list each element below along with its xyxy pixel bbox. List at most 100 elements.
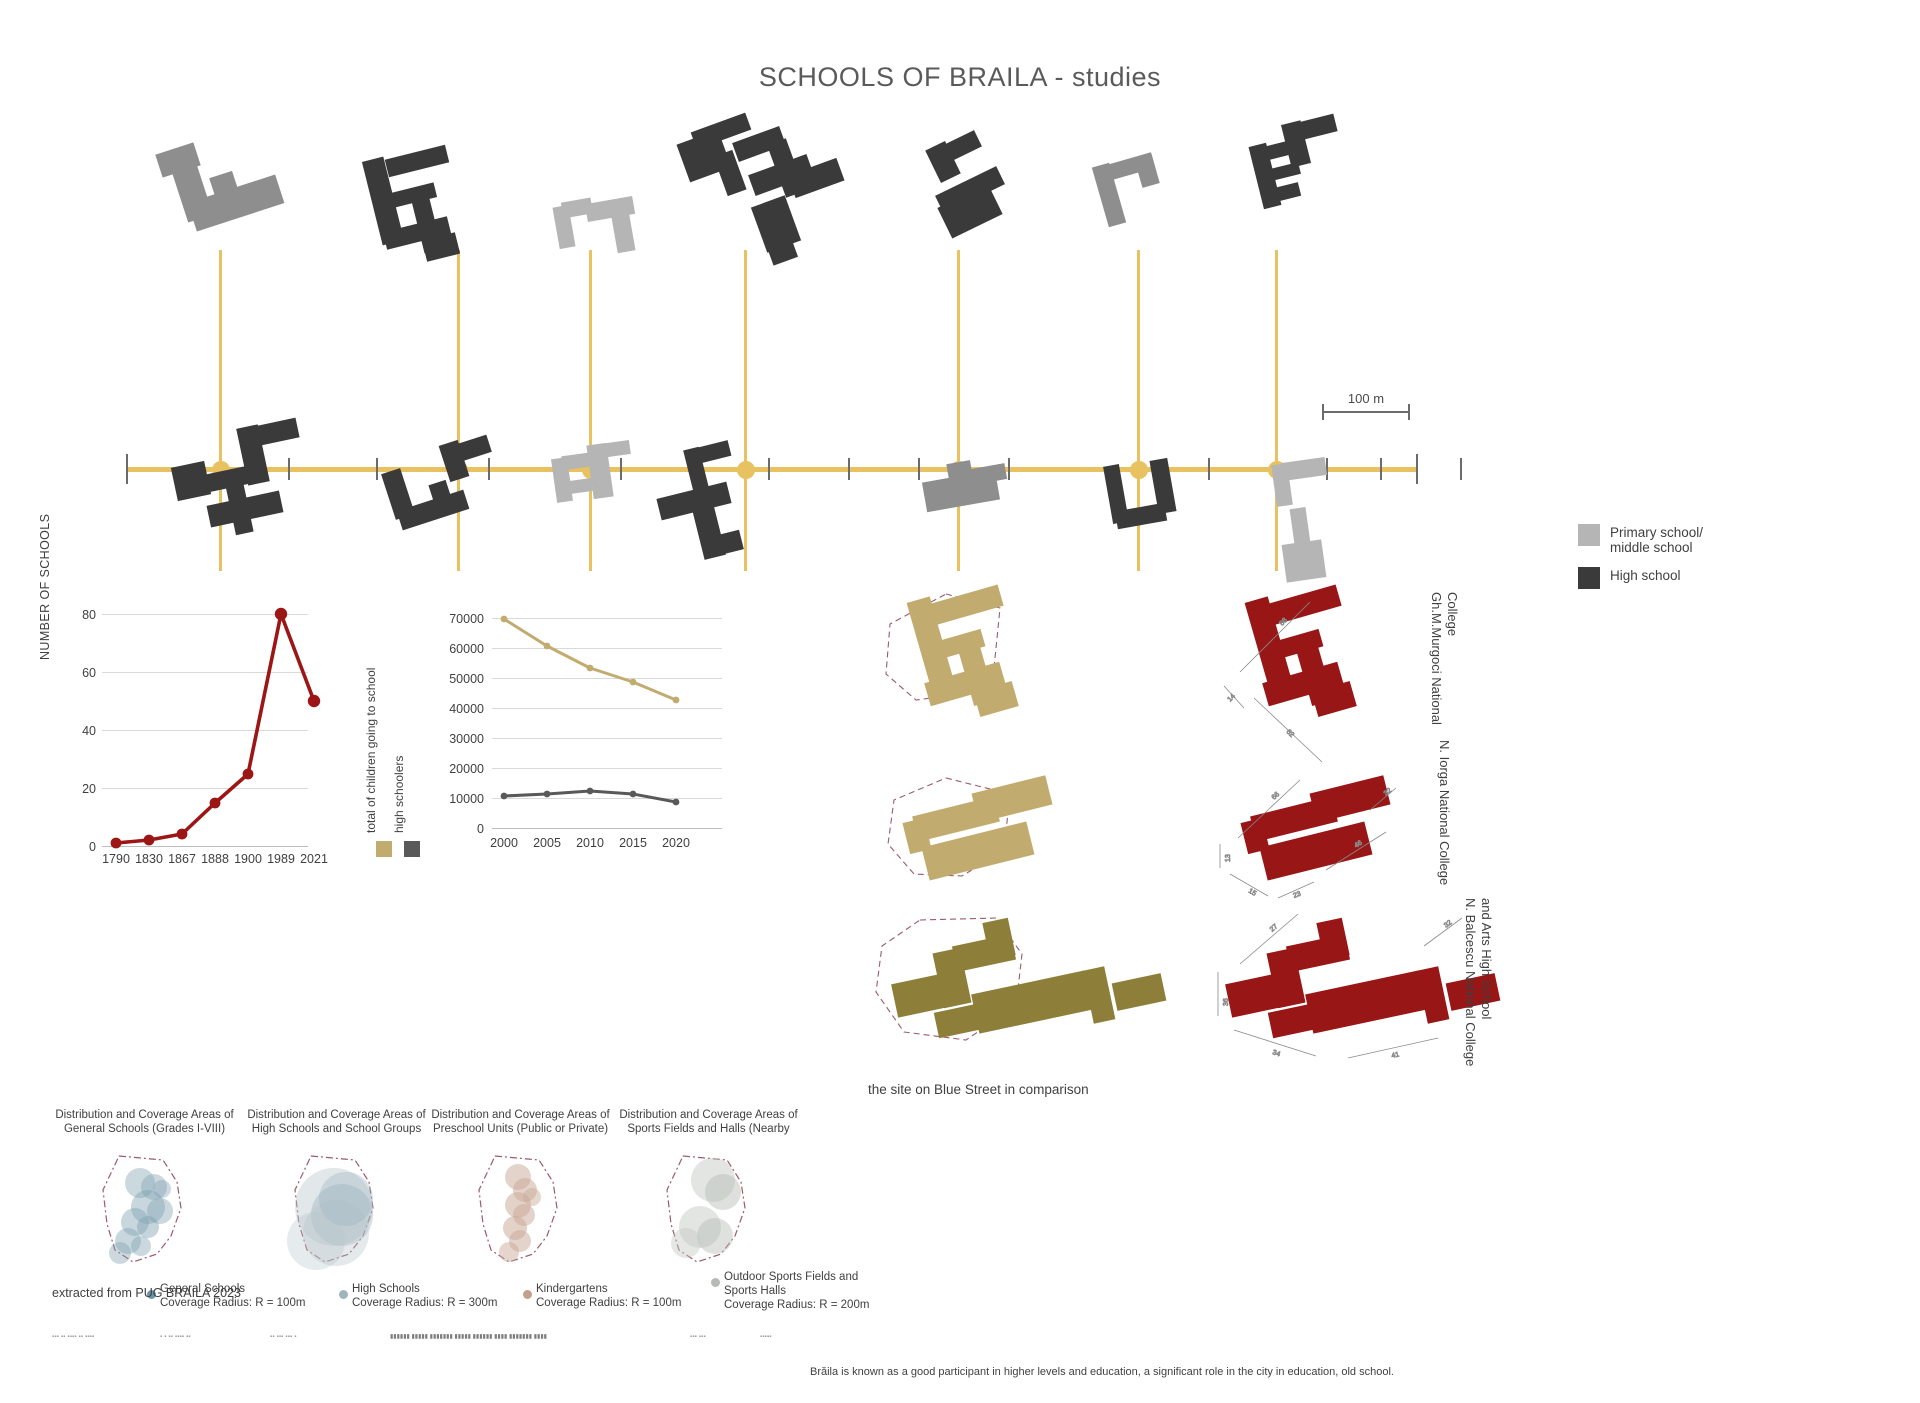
timeline-stem [1275,471,1278,571]
legend-item-high-school: High school [1578,567,1878,589]
dimension-label: 32 [1383,787,1394,797]
chart2-legend-label-high-schoolers: high schoolers [392,755,406,833]
building-footprint-top-4 [672,112,852,288]
chart2-ytick-60000: 60000 [449,642,484,656]
city-boundary-outline-icon [293,1155,374,1263]
coverage-blob [522,1188,541,1206]
minimap-legend-dot-kindergartens [523,1290,532,1299]
dimension-lines-row-3: 27 36 34 41 32 [1217,913,1463,1060]
chart1-xtick: 1900 [234,852,262,866]
chart1-gridline [102,614,308,615]
minimap-sports-fields: Distribution and Coverage Areas of Sports… [616,1108,869,1311]
building-footprint-top-3 [552,195,638,268]
dimension-label: 13 [1225,854,1232,862]
timeline-tick [768,458,770,480]
timeline-legend: Primary school/middle school High school [1578,524,1878,601]
chart1-ytick-0: 0 [89,840,96,854]
scale-bar: 100 m [1322,391,1410,421]
building-footprint-bottom-2 [381,434,502,550]
building-footprint-bottom-5 [916,450,1026,536]
chart2-ytick-40000: 40000 [449,702,484,716]
chart2-gridline [492,678,722,679]
school-name-murgoci-line2: College [1445,592,1460,637]
chart2-ytick-0: 0 [477,822,484,836]
minimap-preschool-units: Distribution and Coverage Areas of Presch… [428,1108,681,1309]
chart2-ytick-70000: 70000 [449,612,484,626]
timeline-stem [457,250,460,469]
footer-tiny-text: ▪▪ ▪▪▪ ▪▪▪ ▪ [270,1334,297,1340]
chart2-legend-item-total-children: total of children going to school [364,668,392,857]
chart2-x-axis [492,828,722,829]
school-name-murgoci: Gh.M.Murgoci National [1429,592,1444,725]
timeline-tick [1208,458,1210,480]
minimap-legend-sports-fields: Outdoor Sports Fields and Sports Halls Cov… [724,1271,870,1311]
coverage-blob [498,1242,519,1262]
timeline-tick [1460,458,1462,480]
coverage-blob [152,1180,171,1198]
building-footprint-top-6 [1090,150,1194,250]
chart2-xtick: 2005 [533,836,561,850]
coverage-blob [124,1168,155,1198]
chart1-xtick: 1989 [267,852,295,866]
chart2-gridline [492,708,722,709]
minimap-legend-high-schools: High Schools Coverage Radius: R = 300m [352,1283,498,1309]
chart1-series-line [110,607,321,849]
chart2-ytick-30000: 30000 [449,732,484,746]
footer-tiny-text: ▪▪▪ ▪▪▪ [690,1334,706,1340]
building-footprint-top-7 [1240,113,1352,248]
timeline-tick [620,458,622,480]
chart2-gridline [492,798,722,799]
chart2-xtick: 2020 [662,836,690,850]
chart1-gridline [102,788,308,789]
dimension-label: 36 [1223,998,1230,1006]
minimap-canvas-sports-fields [649,1150,769,1275]
coverage-blob [696,1218,733,1254]
chart2-legend: total of children going to school high s… [364,655,434,875]
minimap-canvas-general-schools [85,1150,205,1275]
chart2-xtick: 2015 [619,836,647,850]
timeline-stem [589,471,592,571]
existing-building-row-1 [880,584,1060,764]
chart2-ytick-20000: 20000 [449,762,484,776]
minimap-legend-dot-high-schools [339,1290,348,1299]
coverage-blob [678,1206,721,1248]
minimap-general-schools: Distribution and Coverage Areas of Genera… [52,1108,305,1309]
dimension-label: 14 [1226,693,1237,704]
chart2-series-lines [500,615,680,806]
building-footprint-top-5 [918,130,1028,258]
coverage-blob [120,1208,149,1236]
dimension-label: 27 [1269,923,1280,933]
timeline-tick [488,458,490,480]
coverage-blob [302,1200,369,1266]
chart1-ytick-60: 60 [82,666,96,680]
footer-paragraph: Brăila is known as a good participant in… [810,1366,1394,1378]
chart1-xtick: 1790 [102,852,130,866]
minimap-title-general-schools: Distribution and Coverage Areas of Genera… [55,1109,234,1135]
minimap-legend-dot-sports-fields [711,1278,720,1287]
scale-bar-label: 100 m [1347,391,1385,406]
coverage-blob [318,1172,373,1226]
dimension-lines-row-1: 86 14 62 [1223,601,1323,763]
dimension-label: 32 [1443,919,1454,929]
school-name-balcescu-line2: and Arts High School [1479,898,1494,1020]
chart2-gridline [492,648,722,649]
dimension-label: 23 [1292,891,1302,900]
chart1-xtick: 1867 [168,852,196,866]
minimap-high-schools: Distribution and Coverage Areas of High S… [244,1108,497,1309]
timeline-node[interactable] [737,461,755,479]
chart1-ytick-40: 40 [82,724,96,738]
timeline-tick [848,458,850,480]
chart2-gridline [492,618,722,619]
minimap-canvas-preschool-units [461,1150,581,1275]
timeline-tick [1380,458,1382,480]
minimap-title-preschool-units: Distribution and Coverage Areas of Presch… [431,1109,610,1135]
timeline-node[interactable] [1130,461,1148,479]
coverage-blob [108,1242,131,1264]
coverage-blob [146,1198,173,1224]
coverage-blob [508,1230,531,1252]
timeline-stem [589,250,592,469]
chart2-gridline [492,768,722,769]
coverage-blob [294,1168,373,1246]
building-footprint-bottom-4 [640,440,766,570]
timeline-tick [918,458,920,480]
